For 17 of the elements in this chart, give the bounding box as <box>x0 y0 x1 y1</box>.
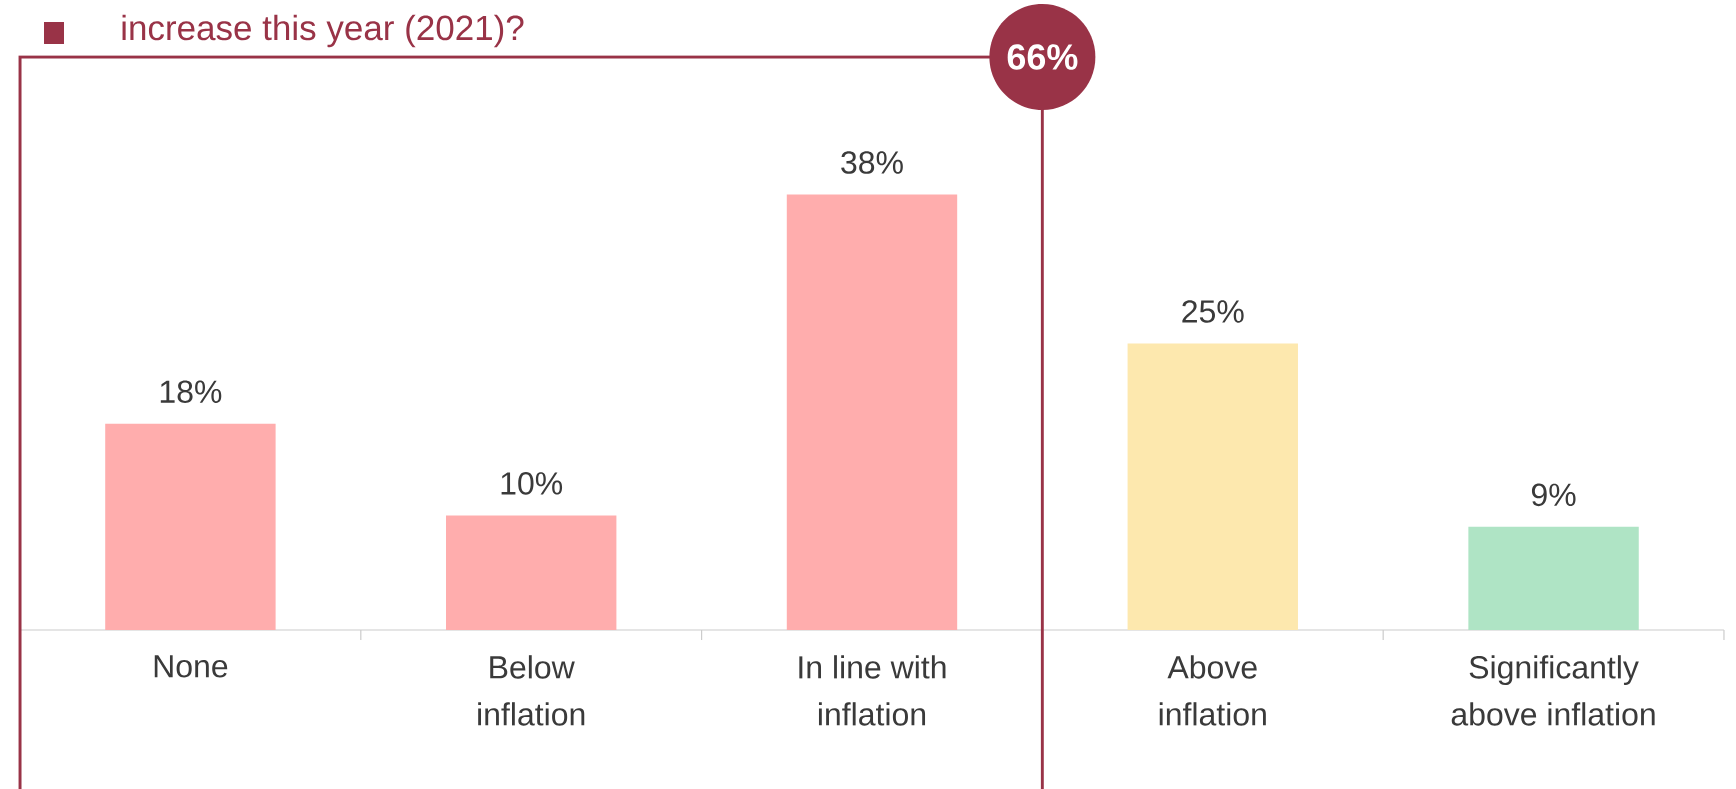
bar <box>105 423 276 630</box>
bar <box>1127 343 1298 630</box>
data-label: 9% <box>1531 483 1576 507</box>
data-label: 18% <box>160 380 222 404</box>
data-label: 10% <box>501 472 563 495</box>
data-label: 38% <box>841 151 903 174</box>
x-tick-label: In line with inflation <box>799 655 946 726</box>
bar <box>786 194 958 630</box>
chart-title: increase this year (2021)? <box>122 14 524 48</box>
x-tick-label: Above inflation <box>1159 655 1266 726</box>
x-tick-label: Below inflation <box>478 655 585 726</box>
text: 66% <box>1007 44 1078 70</box>
data-label: 25% <box>1182 300 1244 323</box>
x-tick-label: None <box>154 655 228 678</box>
x-tick-label: Significantly above inflation <box>1451 655 1655 726</box>
bar <box>1468 526 1639 630</box>
bar <box>446 515 617 630</box>
